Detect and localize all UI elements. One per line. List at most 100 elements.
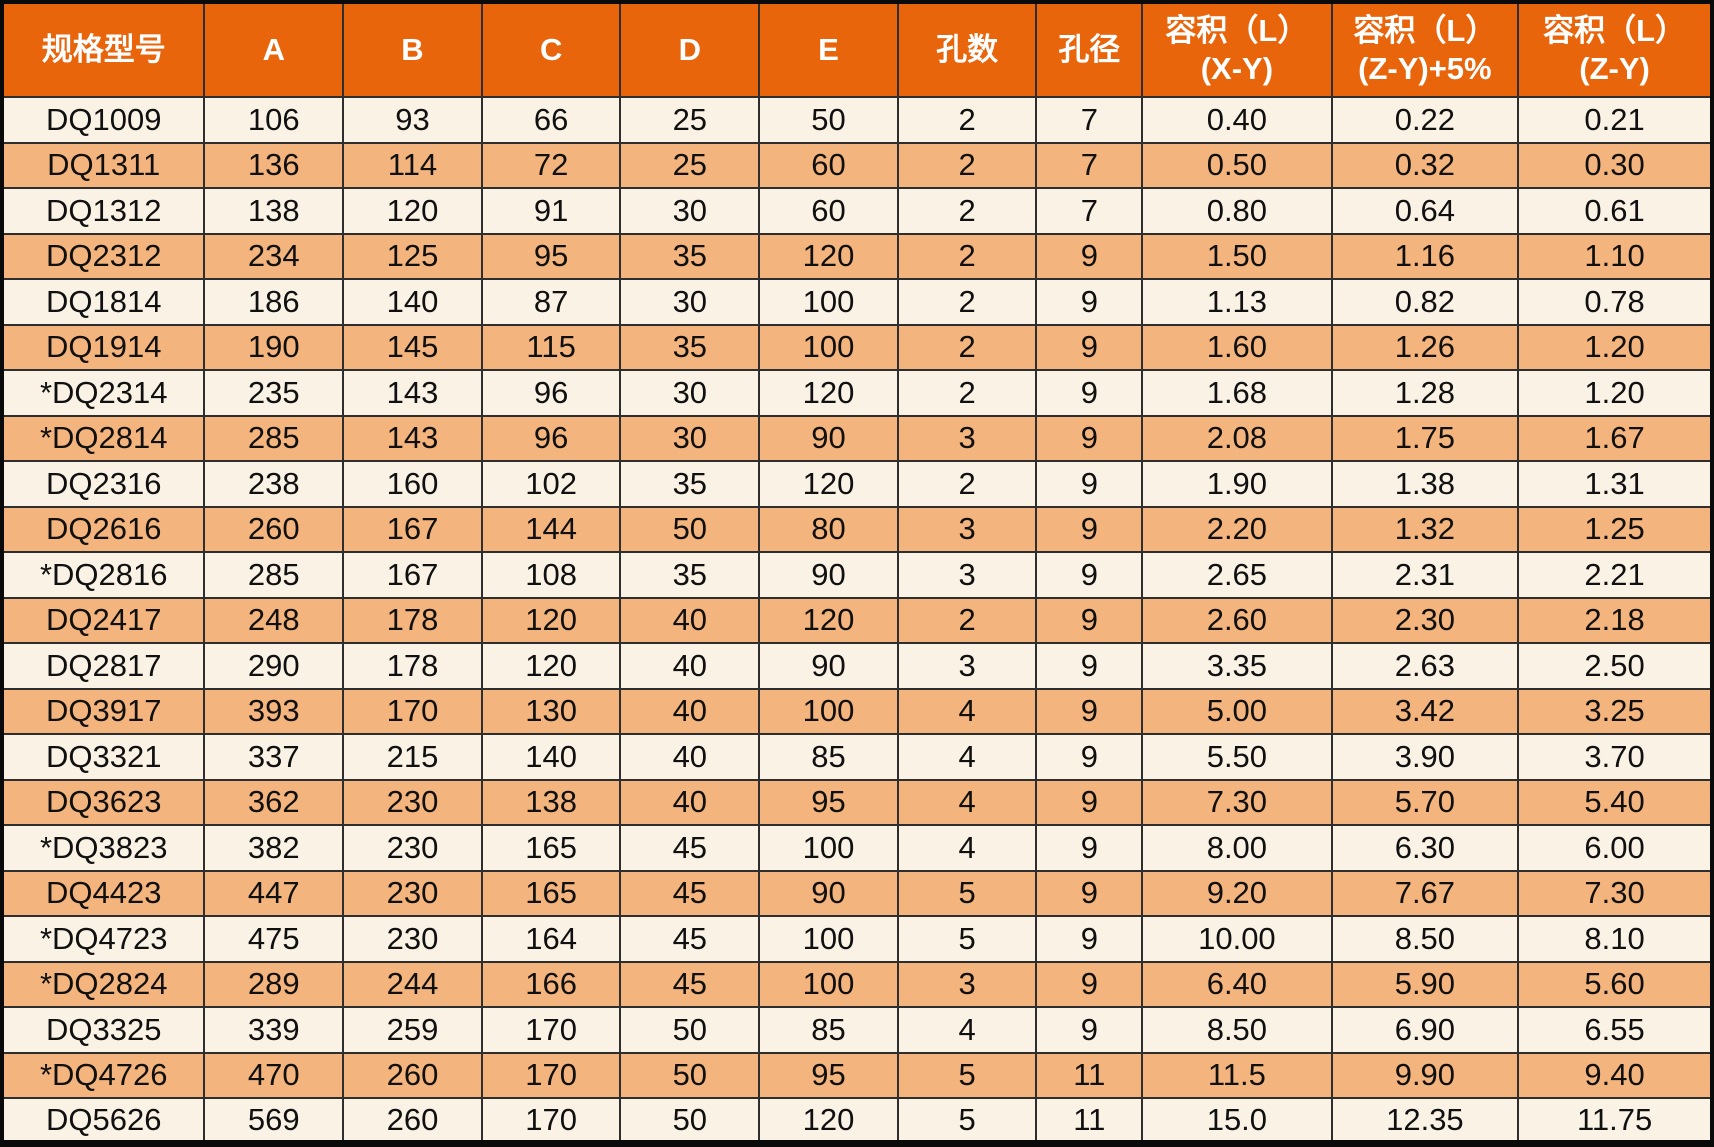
cell-e: 100 — [758, 323, 899, 371]
cell-e: 120 — [758, 460, 899, 508]
cell-volume-x-y: 1.60 — [1141, 323, 1333, 371]
cell-volume-z-y-plus-5: 3.42 — [1330, 687, 1520, 735]
table-row: DQ1814 186 140 87 30 100 2 9 1.13 0.82 0.78 — [0, 278, 1713, 326]
table-row: *DQ2816 285 167 108 35 90 3 9 2.65 2.31 2.21 — [0, 551, 1713, 599]
cell-hole-diameter: 9 — [1035, 869, 1144, 917]
cell-hole-diameter: 11 — [1035, 1051, 1144, 1099]
cell-volume-x-y: 11.5 — [1141, 1051, 1333, 1099]
cell-c: 170 — [480, 1006, 622, 1054]
cell-a: 393 — [203, 687, 345, 735]
cell-c: 170 — [480, 1051, 622, 1099]
cell-hole-count: 4 — [896, 824, 1038, 872]
header-row: 规格型号 A B C D E 孔数 孔径 容积（L） (X-Y) 容积（L） (Z-Y)+5% 容积（L… — [0, 1, 1713, 98]
cell-volume-z-y-plus-5: 2.31 — [1330, 551, 1520, 599]
table-row: *DQ4726 470 260 170 50 95 5 11 11.5 9.90 9.40 — [0, 1051, 1713, 1099]
header-sublabel: (X-Y) — [1200, 51, 1274, 86]
cell-hole-count: 5 — [896, 869, 1038, 917]
cell-volume-x-y: 2.08 — [1141, 414, 1333, 462]
cell-a: 447 — [203, 869, 345, 917]
cell-c: 96 — [480, 369, 622, 417]
table-row: DQ2312 234 125 95 35 120 2 9 1.50 1.16 1.10 — [0, 232, 1713, 280]
cell-model: *DQ2824 — [0, 960, 206, 1008]
cell-model: DQ3321 — [0, 733, 206, 781]
cell-model: DQ2316 — [0, 460, 206, 508]
cell-d: 25 — [619, 141, 761, 189]
cell-d: 40 — [619, 778, 761, 826]
column-header-d: D — [619, 1, 761, 98]
column-header-a: A — [203, 1, 345, 98]
cell-volume-z-y: 5.60 — [1517, 960, 1713, 1008]
cell-c: 165 — [480, 824, 622, 872]
table-row: DQ2316 238 160 102 35 120 2 9 1.90 1.38 1.31 — [0, 460, 1713, 508]
cell-volume-z-y: 3.25 — [1517, 687, 1713, 735]
cell-hole-diameter: 7 — [1035, 187, 1144, 235]
cell-c: 66 — [480, 96, 622, 144]
cell-volume-x-y: 15.0 — [1141, 1097, 1333, 1145]
cell-volume-z-y-plus-5: 3.90 — [1330, 733, 1520, 781]
cell-e: 60 — [758, 141, 899, 189]
cell-hole-count: 5 — [896, 1051, 1038, 1099]
table-row: *DQ2314 235 143 96 30 120 2 9 1.68 1.28 1.20 — [0, 369, 1713, 417]
cell-model: *DQ2314 — [0, 369, 206, 417]
cell-hole-diameter: 9 — [1035, 596, 1144, 644]
cell-volume-x-y: 2.20 — [1141, 505, 1333, 553]
cell-b: 167 — [342, 505, 483, 553]
cell-c: 91 — [480, 187, 622, 235]
cell-a: 362 — [203, 778, 345, 826]
cell-hole-diameter: 9 — [1035, 369, 1144, 417]
cell-volume-x-y: 10.00 — [1141, 915, 1333, 963]
column-header-volume-z-y-plus-5: 容积（L） (Z-Y)+5% — [1330, 1, 1520, 98]
header-label: 孔径 — [1058, 32, 1121, 68]
cell-hole-diameter: 9 — [1035, 278, 1144, 326]
table-row: DQ3917 393 170 130 40 100 4 9 5.00 3.42 3.25 — [0, 687, 1713, 735]
cell-model: DQ3917 — [0, 687, 206, 735]
cell-hole-diameter: 9 — [1035, 915, 1144, 963]
cell-volume-z-y: 1.67 — [1517, 414, 1713, 462]
cell-b: 140 — [342, 278, 483, 326]
cell-hole-diameter: 9 — [1035, 551, 1144, 599]
table-header: 规格型号 A B C D E 孔数 孔径 容积（L） (X-Y) 容积（L） (Z-Y)+5% 容积（L… — [0, 1, 1713, 98]
table-row: *DQ3823 382 230 165 45 100 4 9 8.00 6.30 6.00 — [0, 824, 1713, 872]
cell-hole-count: 5 — [896, 1097, 1038, 1145]
cell-hole-count: 3 — [896, 960, 1038, 1008]
cell-e: 90 — [758, 551, 899, 599]
cell-b: 230 — [342, 824, 483, 872]
cell-volume-z-y-plus-5: 12.35 — [1330, 1097, 1520, 1145]
cell-e: 120 — [758, 369, 899, 417]
cell-d: 35 — [619, 551, 761, 599]
cell-a: 190 — [203, 323, 345, 371]
cell-a: 475 — [203, 915, 345, 963]
cell-b: 230 — [342, 869, 483, 917]
cell-d: 40 — [619, 642, 761, 690]
cell-hole-count: 2 — [896, 323, 1038, 371]
table-row: DQ2616 260 167 144 50 80 3 9 2.20 1.32 1.25 — [0, 505, 1713, 553]
cell-volume-x-y: 8.00 — [1141, 824, 1333, 872]
table-row: DQ1311 136 114 72 25 60 2 7 0.50 0.32 0.30 — [0, 141, 1713, 189]
cell-volume-z-y-plus-5: 1.26 — [1330, 323, 1520, 371]
cell-hole-count: 2 — [896, 596, 1038, 644]
cell-volume-x-y: 2.60 — [1141, 596, 1333, 644]
cell-volume-z-y: 2.18 — [1517, 596, 1713, 644]
cell-b: 215 — [342, 733, 483, 781]
cell-hole-diameter: 9 — [1035, 960, 1144, 1008]
cell-model: DQ1914 — [0, 323, 206, 371]
cell-volume-z-y-plus-5: 6.30 — [1330, 824, 1520, 872]
cell-volume-z-y: 0.21 — [1517, 96, 1713, 144]
cell-hole-count: 2 — [896, 96, 1038, 144]
cell-volume-z-y: 0.61 — [1517, 187, 1713, 235]
cell-hole-diameter: 9 — [1035, 323, 1144, 371]
cell-volume-z-y: 3.70 — [1517, 733, 1713, 781]
cell-b: 167 — [342, 551, 483, 599]
cell-model: *DQ4723 — [0, 915, 206, 963]
header-label: 容积（L） — [1165, 13, 1309, 49]
cell-c: 115 — [480, 323, 622, 371]
cell-volume-z-y-plus-5: 1.38 — [1330, 460, 1520, 508]
cell-c: 95 — [480, 232, 622, 280]
cell-volume-z-y: 2.50 — [1517, 642, 1713, 690]
cell-b: 160 — [342, 460, 483, 508]
cell-volume-z-y-plus-5: 1.75 — [1330, 414, 1520, 462]
cell-b: 260 — [342, 1051, 483, 1099]
cell-b: 259 — [342, 1006, 483, 1054]
cell-hole-diameter: 9 — [1035, 505, 1144, 553]
cell-c: 102 — [480, 460, 622, 508]
